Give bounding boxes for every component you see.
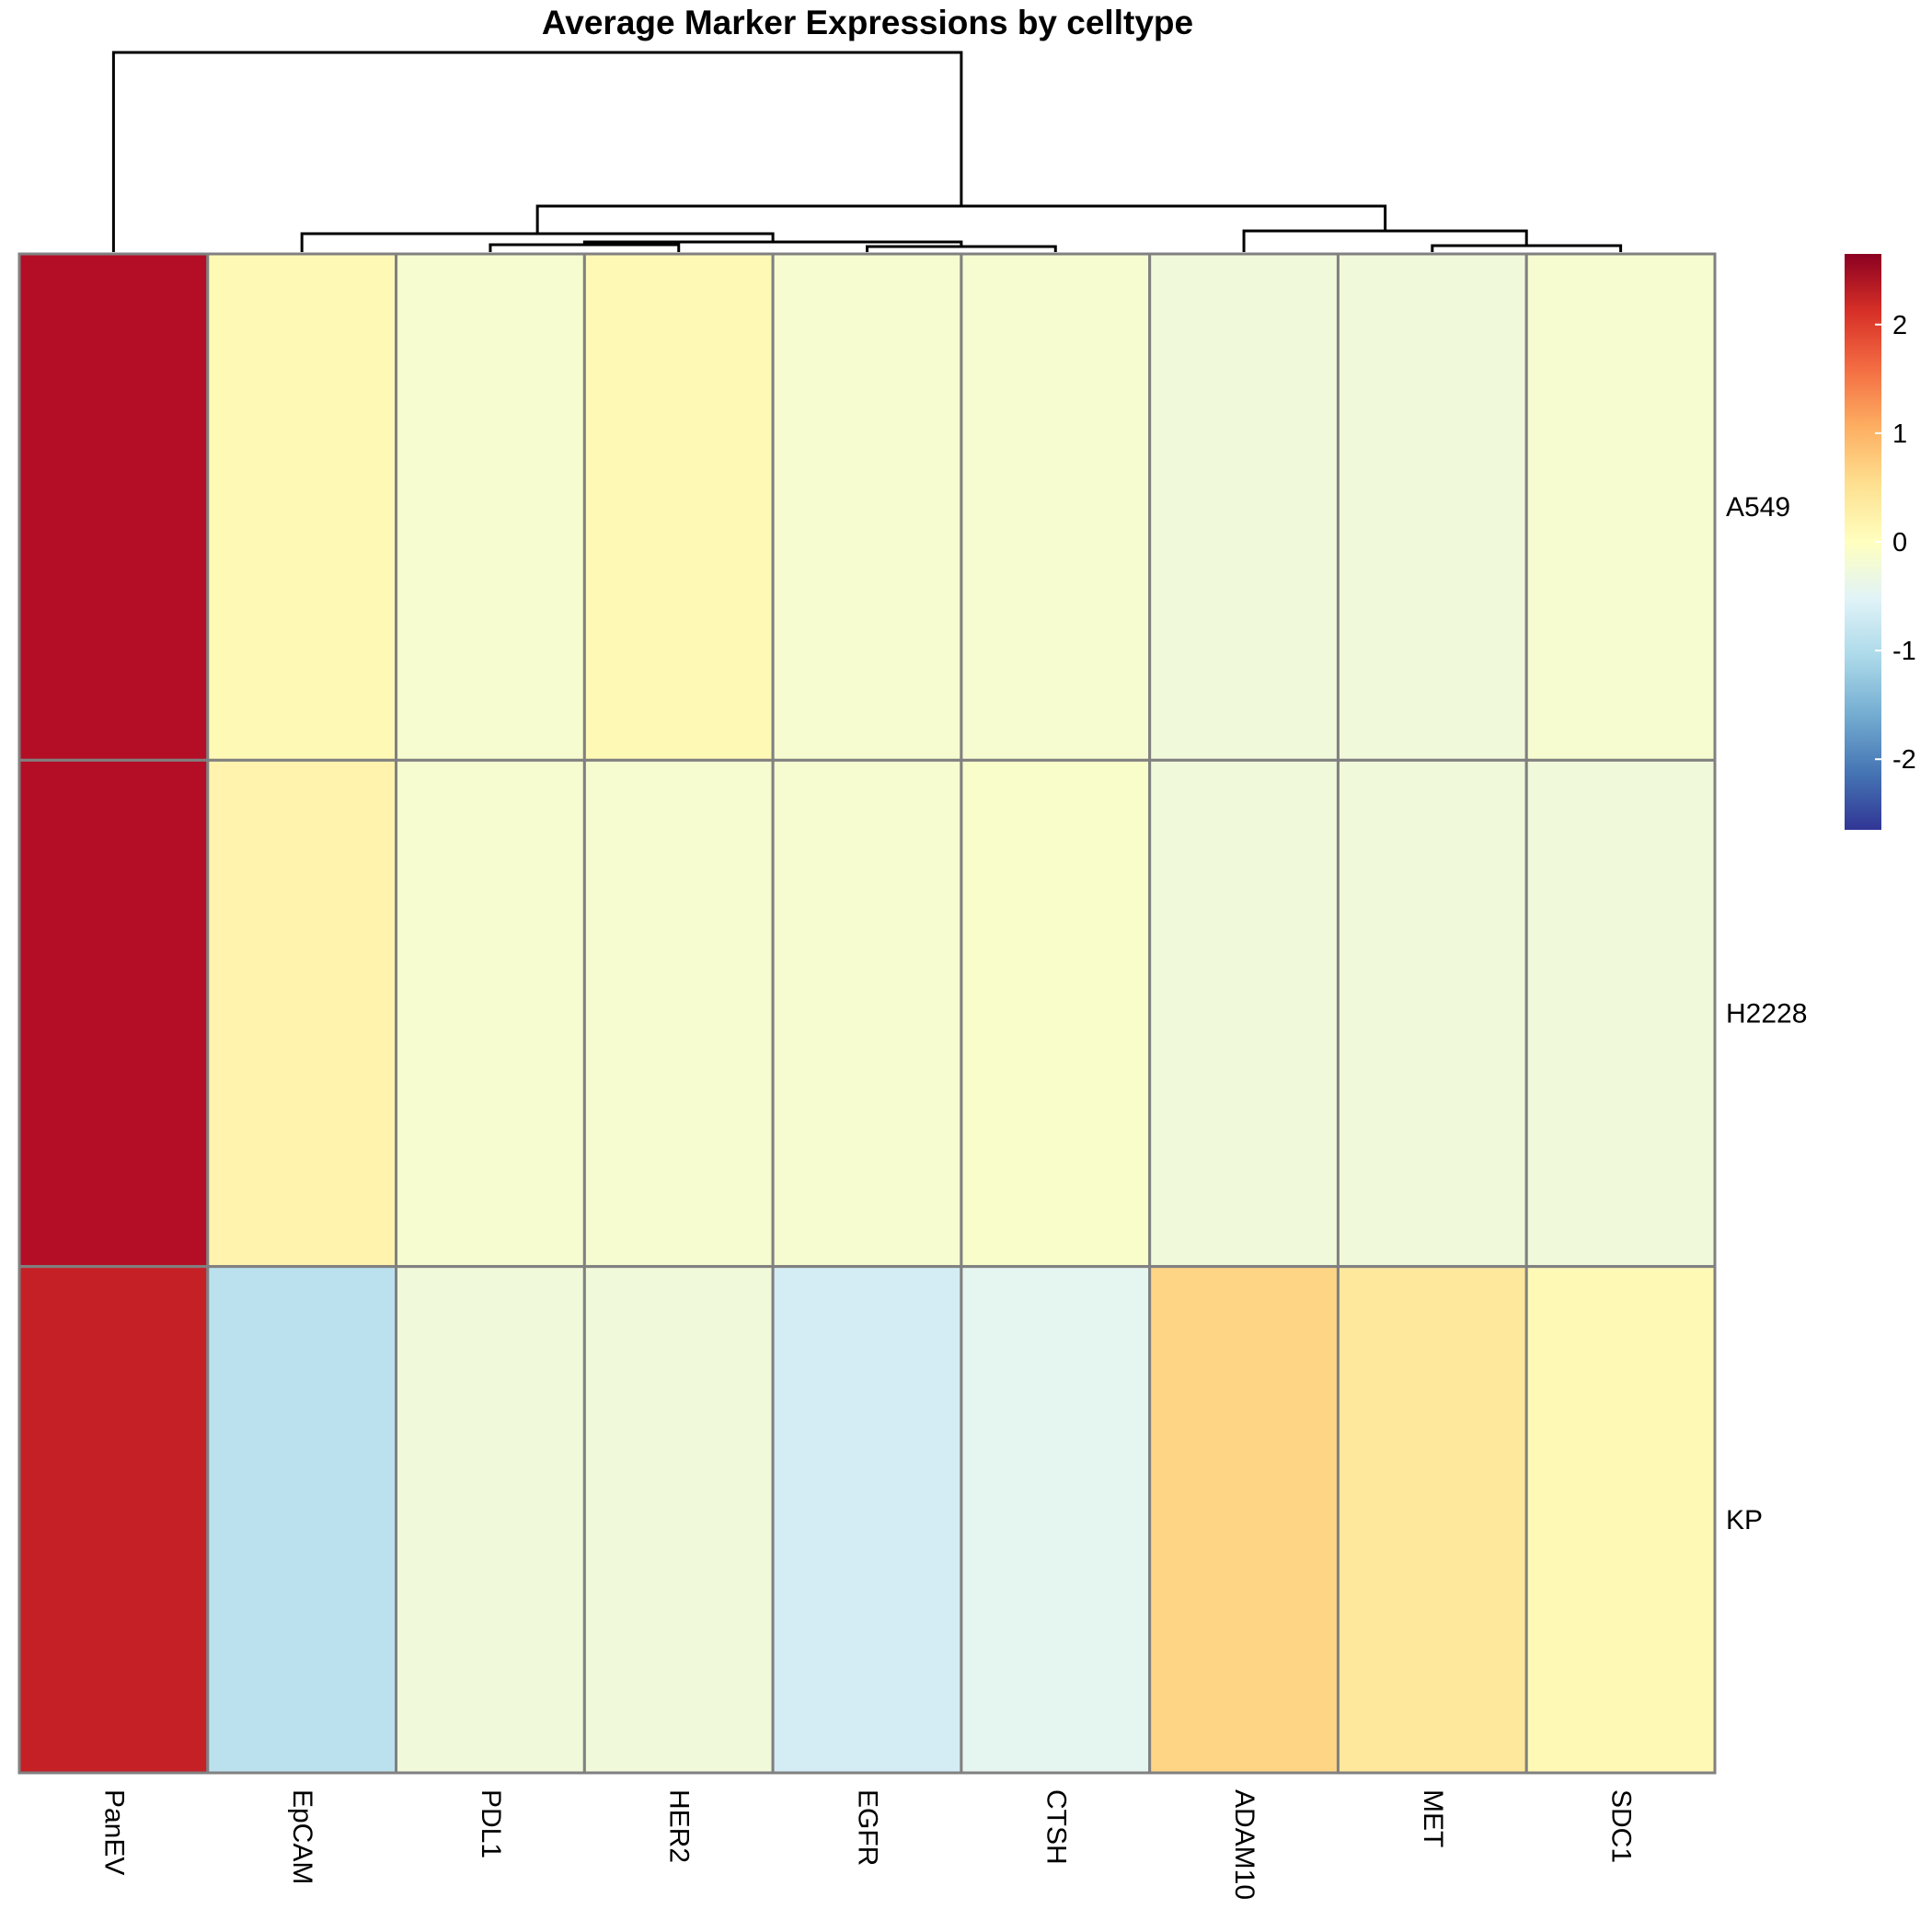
- dendrogram-branch: [1431, 244, 1623, 252]
- heatmap-cell: [395, 1265, 586, 1775]
- heatmap-cell: [771, 758, 963, 1269]
- heatmap-cell: [206, 1265, 398, 1775]
- row-label: A549: [1726, 492, 1790, 523]
- column-label: PanEV: [98, 1789, 129, 1875]
- chart-title: Average Marker Expressions by celltype: [542, 4, 1193, 41]
- legend-tick-label: 0: [1892, 528, 1907, 558]
- heatmap-cell: [960, 1265, 1152, 1775]
- legend-tick-label: 2: [1892, 311, 1907, 340]
- color-legend: 2 1 0 -1 -2: [1845, 254, 1916, 830]
- heatmap-cell: [17, 758, 210, 1269]
- column-label: SDC1: [1606, 1789, 1637, 1863]
- column-label: MET: [1418, 1789, 1448, 1847]
- heatmap-cell: [960, 758, 1152, 1269]
- column-labels: PanEV EpCAM PDL1 HER2 EGFR CTSH ADAM10 MET SDC1: [98, 1789, 1636, 1900]
- legend-tick-label: -2: [1892, 745, 1916, 775]
- heatmap-cell: [1148, 758, 1340, 1269]
- heatmap-cell: [1524, 1265, 1717, 1775]
- column-label: EpCAM: [287, 1789, 317, 1884]
- heatmap-cell: [1148, 1265, 1340, 1775]
- heatmap-cell: [582, 252, 775, 762]
- column-label: CTSH: [1041, 1789, 1071, 1865]
- row-label: H2228: [1726, 999, 1807, 1029]
- heatmap-cell: [17, 252, 210, 762]
- heatmap-cell: [1336, 1265, 1528, 1775]
- heatmap-cell: [1524, 252, 1717, 762]
- column-label: HER2: [664, 1789, 695, 1863]
- dendrogram-branch: [866, 245, 1057, 252]
- dendrogram-branch: [111, 51, 963, 252]
- heatmap-cell: [1336, 758, 1528, 1269]
- column-label: EGFR: [853, 1789, 883, 1866]
- heatmap-cell: [17, 1265, 210, 1775]
- row-labels: A549 H2228 KP: [1726, 492, 1807, 1535]
- legend-tick-label: 1: [1892, 420, 1907, 449]
- heatmap-cell: [771, 1265, 963, 1775]
- column-label: PDL1: [476, 1789, 506, 1858]
- dendrogram-branch: [1242, 229, 1528, 252]
- dendrogram-branch: [489, 243, 681, 252]
- heatmap-cell: [1524, 758, 1717, 1269]
- row-label: KP: [1726, 1505, 1763, 1535]
- heatmap-cell: [206, 758, 398, 1269]
- heatmap-cell: [960, 252, 1152, 762]
- heatmap-cell: [395, 252, 586, 762]
- heatmap-cell: [206, 252, 398, 762]
- legend-tick-label: -1: [1892, 637, 1916, 666]
- heatmap-cell: [1336, 252, 1528, 762]
- heatmap-cell: [582, 758, 775, 1269]
- heatmap-cell: [771, 252, 963, 762]
- heatmap-cells: [17, 252, 1717, 1775]
- heatmap-cell: [1148, 252, 1340, 762]
- heatmap-cell: [582, 1265, 775, 1775]
- column-dendrogram: [111, 51, 1623, 252]
- heatmap-cell: [395, 758, 586, 1269]
- column-label: ADAM10: [1229, 1789, 1259, 1900]
